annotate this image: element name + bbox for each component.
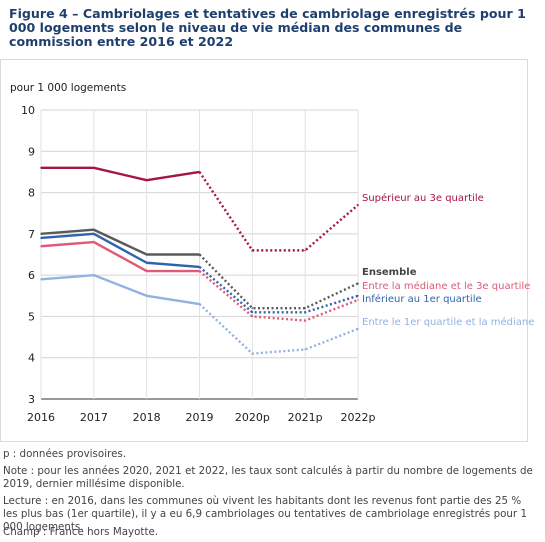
- series-3-point: [357, 294, 359, 297]
- series-0-line: [41, 166, 200, 182]
- series-0-point: [251, 249, 254, 252]
- series-1-point: [251, 307, 254, 309]
- x-tick-label: 2016: [27, 411, 55, 424]
- x-tick-label: 2019: [186, 411, 214, 424]
- y-tick-label: 8: [28, 187, 35, 200]
- series-3-point: [145, 261, 148, 264]
- note-lecture: Lecture : en 2016, dans les communes où …: [3, 495, 527, 533]
- series-4-point: [145, 294, 148, 297]
- series-2-provisional-line: [198, 270, 359, 322]
- series-3-line: [40, 232, 200, 269]
- series-0-point: [357, 204, 359, 206]
- series-1-point: [198, 253, 201, 256]
- x-tick-label: 2018: [133, 411, 161, 424]
- series-label-2: Entre la médiane et le 3e quartile: [362, 281, 531, 292]
- y-tick-label: 7: [28, 228, 35, 241]
- series-3-point: [93, 233, 95, 235]
- series-4-line: [40, 273, 200, 306]
- y-tick-label: 6: [28, 269, 35, 282]
- series-3-point: [198, 266, 201, 268]
- y-tick-label: 9: [28, 145, 35, 158]
- series-0-point: [304, 249, 306, 252]
- series-1-point: [304, 307, 306, 309]
- y-tick-label: 3: [28, 393, 35, 406]
- series-2-point: [198, 270, 201, 272]
- chart-panel: pour 1 000 logements 3 4 5 6 7 8 9 10 2016 2017 20…: [0, 59, 534, 442]
- note-champ: Champ : France hors Mayotte.: [3, 526, 159, 538]
- series-0-point: [93, 167, 95, 169]
- series-0-point: [40, 167, 42, 169]
- series-label-4: Entre le 1er quartile et la médiane: [362, 317, 535, 328]
- series-4-point: [357, 328, 359, 330]
- series-2-point: [251, 315, 254, 318]
- y-axis-unit-label: pour 1 000 logements: [10, 82, 127, 94]
- series-1-point: [357, 282, 359, 285]
- series-1-line: [40, 228, 200, 256]
- series-3-provisional-line: [198, 265, 359, 314]
- series-0-point: [198, 171, 201, 173]
- series-4-point: [93, 274, 95, 276]
- series-1-point: [93, 228, 95, 231]
- series-4-point: [304, 348, 306, 351]
- x-tick-label: 2020p: [235, 411, 270, 424]
- note-method: Note : pour les années 2020, 2021 et 202…: [3, 465, 533, 490]
- x-tick-label: 2021p: [288, 411, 323, 424]
- series-1-point: [145, 253, 148, 256]
- line-chart: 3 4 5 6 7 8 9 10 2016 2017 2018 2019 2020p 2021p 2022p: [21, 104, 376, 424]
- series-1-point: [40, 233, 42, 235]
- figure-title: Figure 4 – Cambriolages et tentatives de…: [9, 6, 526, 49]
- series-4-point: [40, 278, 42, 281]
- series-4-provisional-line: [198, 303, 359, 355]
- series-label-0: Supérieur au 3e quartile: [362, 193, 484, 204]
- series-2-line: [40, 240, 200, 273]
- series-label-3: Inférieur au 1er quartile: [362, 294, 482, 305]
- y-tick-label: 5: [28, 310, 35, 323]
- x-tick-label: 2022p: [341, 411, 376, 424]
- y-tick-label: 10: [21, 104, 35, 117]
- x-tick-label: 2017: [80, 411, 108, 424]
- series-2-point: [304, 319, 306, 322]
- series-4-point: [198, 303, 201, 305]
- series-0-point: [145, 179, 148, 181]
- series-0-provisional-line: [198, 171, 359, 252]
- series-3-point: [304, 311, 306, 314]
- series-3-point: [251, 311, 254, 314]
- y-tick-label: 4: [28, 352, 35, 365]
- series-3-point: [40, 237, 42, 239]
- series-2-point: [40, 245, 42, 248]
- series-4-point: [251, 352, 254, 355]
- series-label-1: Ensemble: [362, 267, 417, 278]
- series-2-point: [145, 270, 148, 272]
- series-1-provisional-line: [198, 253, 359, 310]
- series-2-point: [357, 299, 359, 301]
- note-provisional: p : données provisoires.: [3, 448, 127, 460]
- series-2-point: [93, 241, 95, 243]
